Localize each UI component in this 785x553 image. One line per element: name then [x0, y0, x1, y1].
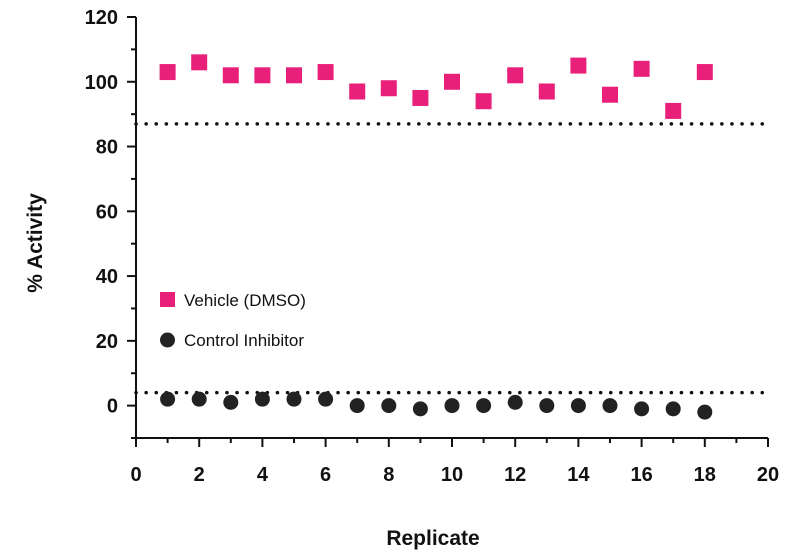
- vehicle-point: [317, 64, 334, 81]
- x-axis-title: Replicate: [386, 527, 479, 550]
- vehicle-point: [696, 64, 713, 81]
- x-tick-label: 6: [320, 464, 331, 486]
- control-inhibitor-point: [507, 394, 523, 410]
- vehicle-point: [665, 102, 682, 119]
- legend-label-vehicle: Vehicle (DMSO): [184, 291, 306, 310]
- y-tick-label: 60: [96, 201, 118, 223]
- x-tick-label: 20: [757, 464, 779, 486]
- vehicle-point: [570, 57, 587, 74]
- control-inhibitor-point: [476, 398, 492, 414]
- y-tick-label: 120: [85, 7, 118, 29]
- control-inhibitor-point: [349, 398, 365, 414]
- control-inhibitor-point: [539, 398, 555, 414]
- control-inhibitor-point: [191, 391, 207, 407]
- x-tick-label: 0: [130, 464, 141, 486]
- vehicle-point: [602, 86, 618, 103]
- x-tick-label: 12: [504, 464, 526, 486]
- legend: Vehicle (DMSO) Control Inhibitor: [160, 291, 306, 350]
- y-tick-label: 40: [96, 266, 118, 288]
- legend-marker-control-inhibitor: [160, 332, 175, 348]
- vehicle-point: [191, 54, 208, 71]
- vehicle-point: [286, 67, 302, 84]
- vehicle-point: [507, 67, 524, 84]
- vehicle-point: [254, 67, 271, 84]
- vehicle-point: [412, 89, 429, 106]
- legend-marker-vehicle: [160, 292, 175, 307]
- control-inhibitor-point: [570, 398, 586, 414]
- x-tick-label: 16: [630, 464, 652, 486]
- vehicle-point: [538, 83, 555, 100]
- control-inhibitor-point: [254, 391, 270, 407]
- vehicle-point: [349, 83, 366, 100]
- vehicle-point: [475, 93, 492, 110]
- control-inhibitor-point: [634, 401, 650, 417]
- control-inhibitor-point: [697, 404, 713, 420]
- y-tick-label: 20: [96, 331, 118, 353]
- control-inhibitor-point: [223, 394, 239, 410]
- control-inhibitor-point: [444, 398, 460, 414]
- x-tick-label: 10: [441, 464, 463, 486]
- y-axis-title: % Activity: [24, 193, 47, 293]
- legend-label-control-inhibitor: Control Inhibitor: [184, 331, 304, 350]
- control-inhibitor-point: [318, 391, 334, 407]
- control-inhibitor-point: [286, 391, 302, 407]
- y-tick-label: 80: [96, 137, 118, 159]
- control-inhibitor-point: [381, 398, 397, 414]
- control-inhibitor-point: [412, 401, 428, 417]
- control-inhibitor-point: [602, 398, 618, 414]
- axes: 0 20 40 60 80 100 120 0 2 4 6 8 10 12 14 16 18 20: [85, 7, 780, 486]
- data-points: [159, 54, 713, 420]
- y-tick-label: 0: [107, 396, 118, 418]
- threshold-lines: [134, 122, 770, 395]
- vehicle-point: [222, 67, 239, 84]
- control-inhibitor-point: [160, 391, 176, 407]
- vehicle-point: [633, 60, 650, 77]
- x-tick-label: 4: [257, 464, 269, 486]
- control-inhibitor-point: [665, 401, 681, 417]
- vehicle-point: [380, 80, 397, 97]
- vehicle-point: [444, 73, 460, 90]
- x-tick-label: 18: [694, 464, 716, 486]
- vehicle-point: [159, 64, 176, 81]
- x-tick-label: 14: [567, 464, 590, 486]
- x-tick-label: 8: [383, 464, 394, 486]
- y-tick-label: 100: [85, 72, 118, 94]
- x-tick-label: 2: [194, 464, 205, 486]
